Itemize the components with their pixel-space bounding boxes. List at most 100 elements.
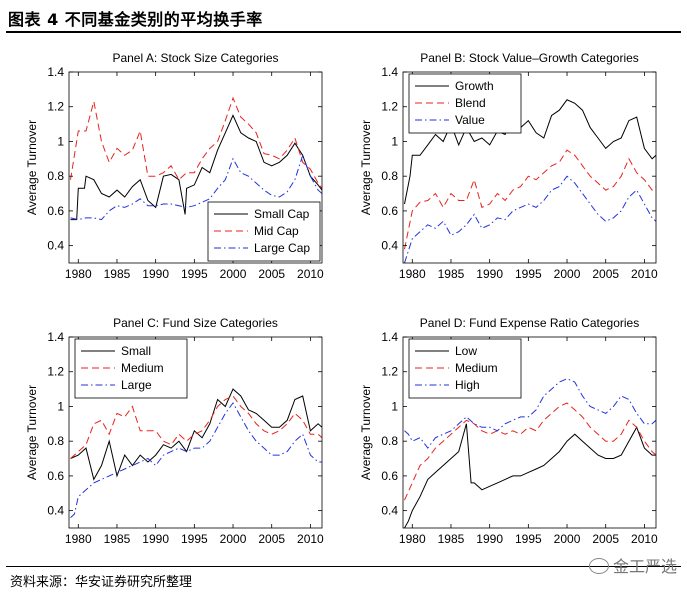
legend: Small Cap Mid Cap Large Cap (207, 201, 321, 262)
y-tick-label: 1.4 (381, 65, 398, 79)
y-tick-label: 0.6 (47, 469, 64, 483)
y-tick-label: 0.6 (381, 204, 398, 218)
y-tick-label: 0.6 (381, 469, 398, 483)
y-tick-label: 1.4 (47, 65, 64, 79)
y-tick-label: 1 (391, 134, 398, 148)
y-tick-label: 0.8 (381, 169, 398, 183)
series-group (404, 378, 656, 528)
x-tick-label: 1980 (65, 532, 92, 546)
watermark: 金工严选 (588, 553, 677, 577)
y-tick-label: 0.4 (47, 504, 64, 518)
y-tick-label: 0.8 (47, 434, 64, 448)
x-tick-label: 2000 (220, 267, 247, 281)
series-group (70, 96, 322, 221)
x-tick-label: 2010 (631, 532, 658, 546)
figure-title: 图表 4 不同基金类别的平均换手率 (8, 10, 263, 29)
series-line-growth (404, 99, 656, 205)
panel-title: Panel B: Stock Value–Growth Categories (420, 51, 639, 65)
chart-panel-2: Panel B: Stock Value–Growth Categories Av… (359, 51, 658, 281)
x-tick-label: 1985 (438, 267, 465, 281)
title-rule (6, 31, 681, 33)
legend-label: Mid Cap (254, 224, 299, 238)
series-line-low (404, 423, 656, 528)
legend-label: Small Cap (254, 207, 310, 221)
plot-frame (68, 71, 323, 264)
x-tick-label: 1985 (438, 532, 465, 546)
x-tick-label: 2005 (592, 532, 619, 546)
x-tick-label: 2000 (554, 267, 581, 281)
x-tick-label: 2010 (631, 267, 658, 281)
y-axis-label: Average Turnover (359, 120, 373, 215)
legend-label: Medium (121, 361, 164, 375)
series-group (404, 99, 656, 263)
x-tick-label: 1990 (476, 532, 503, 546)
x-tick-label: 2005 (592, 267, 619, 281)
source-rule (6, 566, 681, 567)
series-line-large (70, 402, 322, 518)
x-tick-label: 2005 (258, 532, 285, 546)
legend-label: Large Cap (254, 241, 310, 255)
y-tick-label: 0.4 (381, 504, 398, 518)
plot-frame (402, 71, 657, 264)
wechat-icon (588, 558, 609, 574)
source-note: 资料来源：华安证券研究所整理 (10, 575, 193, 590)
legend-label: Value (455, 113, 485, 127)
panel-title: Panel D: Fund Expense Ratio Categories (420, 316, 639, 330)
x-tick-label: 1980 (65, 267, 92, 281)
x-tick-label: 1995 (515, 267, 542, 281)
y-tick-label: 0.8 (381, 434, 398, 448)
legend-label: Large (121, 378, 152, 392)
x-tick-label: 2010 (297, 267, 324, 281)
x-tick-label: 2000 (220, 532, 247, 546)
y-tick-label: 1 (391, 399, 398, 413)
legend: Small Medium Large (74, 338, 188, 399)
y-tick-label: 1 (57, 134, 64, 148)
y-tick-label: 1.2 (381, 100, 398, 114)
panel-title: Panel C: Fund Size Categories (113, 316, 278, 330)
y-axis-label: Average Turnover (25, 385, 39, 480)
y-tick-label: 1.4 (47, 330, 64, 344)
x-tick-label: 1995 (181, 267, 208, 281)
series-line-blend (404, 149, 656, 250)
series-line-medium (404, 402, 656, 501)
panel-title: Panel A: Stock Size Categories (112, 51, 278, 65)
chart-panel-1: Panel A: Stock Size Categories Average Tu… (25, 51, 324, 281)
series-group (70, 388, 322, 518)
x-tick-label: 1985 (104, 532, 131, 546)
series-line-large-cap (70, 153, 322, 221)
x-tick-label: 1980 (399, 532, 426, 546)
chart-panel-3: Panel C: Fund Size Categories Average Tur… (25, 316, 324, 546)
plot-frame (402, 336, 657, 529)
series-line-mid-cap (70, 96, 322, 189)
legend-label: Small (121, 344, 151, 358)
legend-label: Medium (455, 361, 498, 375)
x-tick-label: 1995 (181, 532, 208, 546)
legend-label: Growth (455, 79, 494, 93)
y-tick-label: 0.4 (381, 239, 398, 253)
series-line-medium (70, 395, 322, 459)
plot-frame (68, 336, 323, 529)
legend-label: Low (455, 344, 477, 358)
series-line-small-cap (70, 114, 322, 221)
watermark-text: 金工严选 (612, 557, 677, 576)
x-tick-label: 2010 (297, 532, 324, 546)
x-tick-label: 1980 (399, 267, 426, 281)
y-axis-label: Average Turnover (25, 120, 39, 215)
legend-label: Blend (455, 96, 486, 110)
series-line-high (404, 378, 656, 449)
y-axis-label: Average Turnover (359, 385, 373, 480)
y-tick-label: 1.2 (47, 100, 64, 114)
y-tick-label: 0.8 (47, 169, 64, 183)
x-tick-label: 1990 (476, 267, 503, 281)
y-tick-label: 1 (57, 399, 64, 413)
x-tick-label: 1985 (104, 267, 131, 281)
y-tick-label: 0.6 (47, 204, 64, 218)
y-tick-label: 0.4 (47, 239, 64, 253)
series-line-small (70, 388, 322, 481)
x-tick-label: 2000 (554, 532, 581, 546)
x-tick-label: 1995 (515, 532, 542, 546)
legend: Low Medium High (408, 338, 522, 399)
legend: Growth Blend Value (408, 73, 522, 134)
chart-panel-4: Panel D: Fund Expense Ratio Categories Av… (359, 316, 658, 546)
